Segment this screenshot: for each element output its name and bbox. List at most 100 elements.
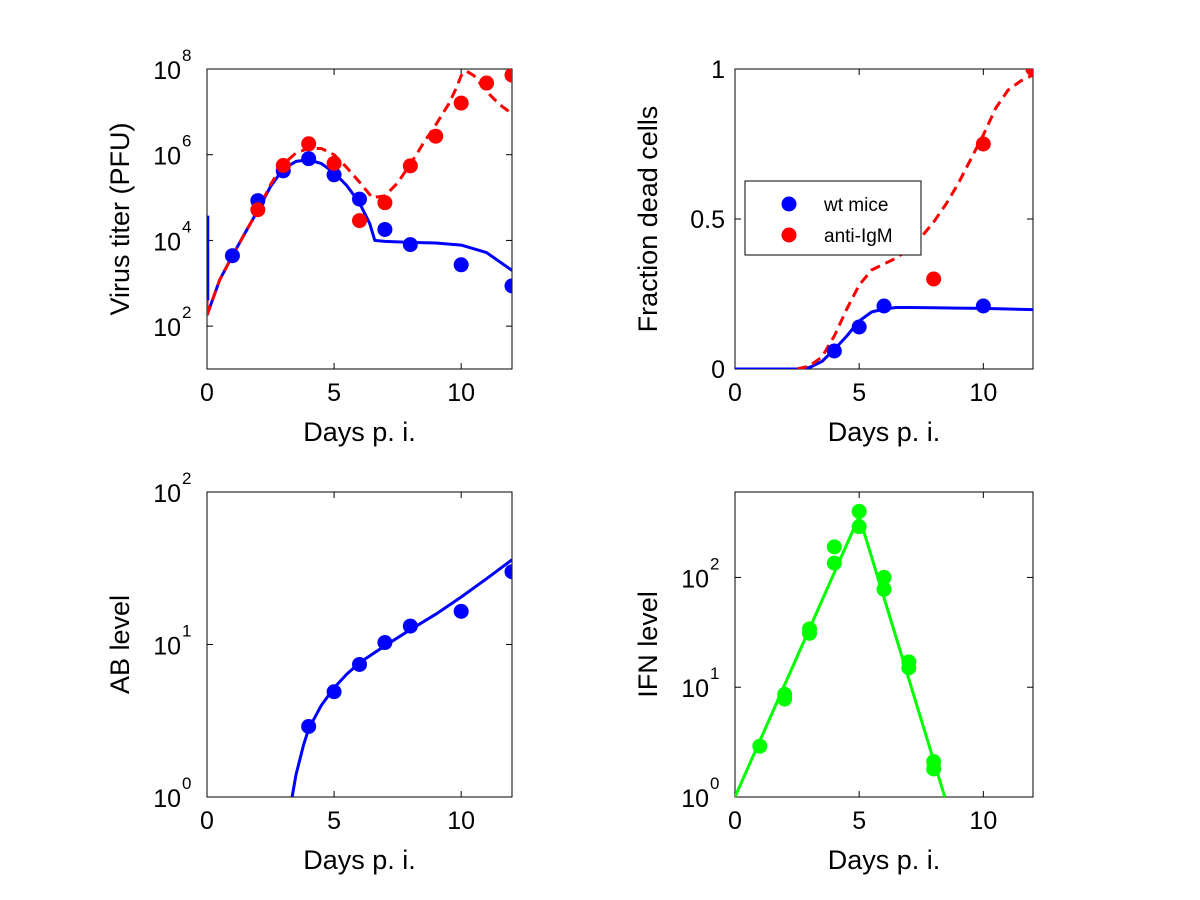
y-axis-label: IFN level: [633, 591, 663, 698]
data-point: [224, 248, 240, 264]
y-tick-exponent: 8: [182, 46, 191, 65]
x-tick-label: 10: [969, 379, 997, 407]
data-point: [826, 343, 842, 359]
y-tick-exponent: 2: [182, 303, 191, 322]
x-tick-label: 5: [327, 807, 341, 835]
y-tick-exponent: 4: [182, 217, 191, 236]
legend-marker: [781, 196, 797, 212]
x-tick-label: 5: [852, 807, 866, 835]
data-point: [876, 569, 892, 585]
data-point: [352, 191, 367, 207]
y-tick-label: 0.5: [690, 206, 725, 234]
x-axis-label: Days p. i.: [828, 845, 941, 875]
x-tick-label: 5: [327, 379, 341, 407]
data-point: [752, 738, 768, 754]
x-tick-label: 10: [969, 807, 997, 835]
y-tick-label: 0: [711, 356, 725, 384]
plot-frame: [734, 491, 1034, 798]
data-point: [453, 603, 469, 619]
data-point: [326, 167, 342, 183]
y-tick-label: 10: [153, 143, 181, 171]
x-tick-label: 0: [200, 807, 214, 835]
data-point: [826, 555, 842, 571]
data-point: [926, 271, 942, 287]
data-point: [377, 635, 393, 651]
data-point: [428, 128, 444, 144]
y-tick-label: 1: [711, 56, 725, 84]
data-point: [975, 136, 991, 152]
chart-panel-dead: 0 5 10 0 0.5 1 Days p. i. Fraction dead cells: [633, 56, 1034, 447]
y-tick-exponent: 1: [182, 622, 191, 641]
y-tick-exponent: 0: [710, 774, 719, 793]
data-point: [826, 539, 842, 555]
data-point: [352, 656, 367, 672]
x-tick-label: 0: [728, 807, 742, 835]
data-point: [275, 158, 291, 174]
data-point: [402, 158, 418, 174]
data-point: [402, 237, 418, 253]
legend-label: wt mice: [823, 195, 888, 216]
data-point: [504, 564, 512, 580]
legend: wt mice anti-IgM: [744, 180, 922, 256]
x-tick-label: 0: [200, 379, 214, 407]
data-point: [377, 195, 393, 211]
x-axis-label: Days p. i.: [303, 845, 416, 875]
data-point: [876, 298, 892, 314]
plot-area: [207, 69, 512, 316]
data-point: [1025, 69, 1033, 77]
data-point: [479, 75, 495, 91]
data-point: [504, 278, 512, 294]
data-point: [453, 257, 469, 273]
y-tick-exponent: 6: [182, 132, 191, 151]
data-point: [453, 95, 469, 111]
data-point: [402, 618, 418, 634]
data-point: [301, 718, 317, 734]
y-tick-exponent: 2: [182, 469, 191, 488]
data-point: [326, 155, 342, 171]
data-point: [876, 581, 892, 597]
y-tick-label: 10: [153, 228, 181, 256]
y-tick-label: 10: [153, 57, 181, 85]
legend-box: [744, 180, 922, 256]
y-axis-label: Virus titer (PFU): [105, 122, 135, 315]
y-tick-exponent: 0: [182, 774, 191, 793]
x-axis-label: Days p. i.: [828, 417, 941, 447]
y-tick-label: 10: [681, 785, 709, 813]
model-curve: [735, 306, 1033, 369]
y-axis-label: AB level: [105, 595, 135, 694]
y-tick-label: 10: [681, 565, 709, 593]
x-tick-label: 10: [447, 807, 475, 835]
legend-label: anti-IgM: [824, 226, 893, 247]
plot-area: [735, 503, 947, 797]
y-tick-label: 10: [153, 314, 181, 342]
plot-area: [735, 69, 1033, 369]
data-point: [926, 754, 942, 770]
data-point: [777, 686, 793, 702]
data-point: [504, 69, 512, 83]
y-tick-exponent: 2: [710, 554, 719, 573]
data-point: [326, 684, 342, 700]
data-point: [352, 213, 367, 229]
x-axis-label: Days p. i.: [303, 417, 416, 447]
x-tick-label: 5: [852, 379, 866, 407]
legend-marker: [781, 227, 797, 243]
data-point: [851, 519, 867, 535]
data-point: [250, 202, 266, 218]
x-tick-label: 0: [728, 379, 742, 407]
y-tick-label: 10: [153, 785, 181, 813]
y-tick-label: 10: [153, 633, 181, 661]
plot-area: [290, 558, 512, 797]
y-tick-label: 10: [153, 480, 181, 508]
data-point: [802, 621, 817, 637]
data-point: [851, 319, 867, 335]
x-tick-label: 10: [447, 379, 475, 407]
data-point: [851, 503, 867, 519]
y-tick-label: 10: [681, 675, 709, 703]
data-point: [975, 298, 991, 314]
data-point: [301, 136, 317, 152]
data-point: [377, 221, 393, 237]
